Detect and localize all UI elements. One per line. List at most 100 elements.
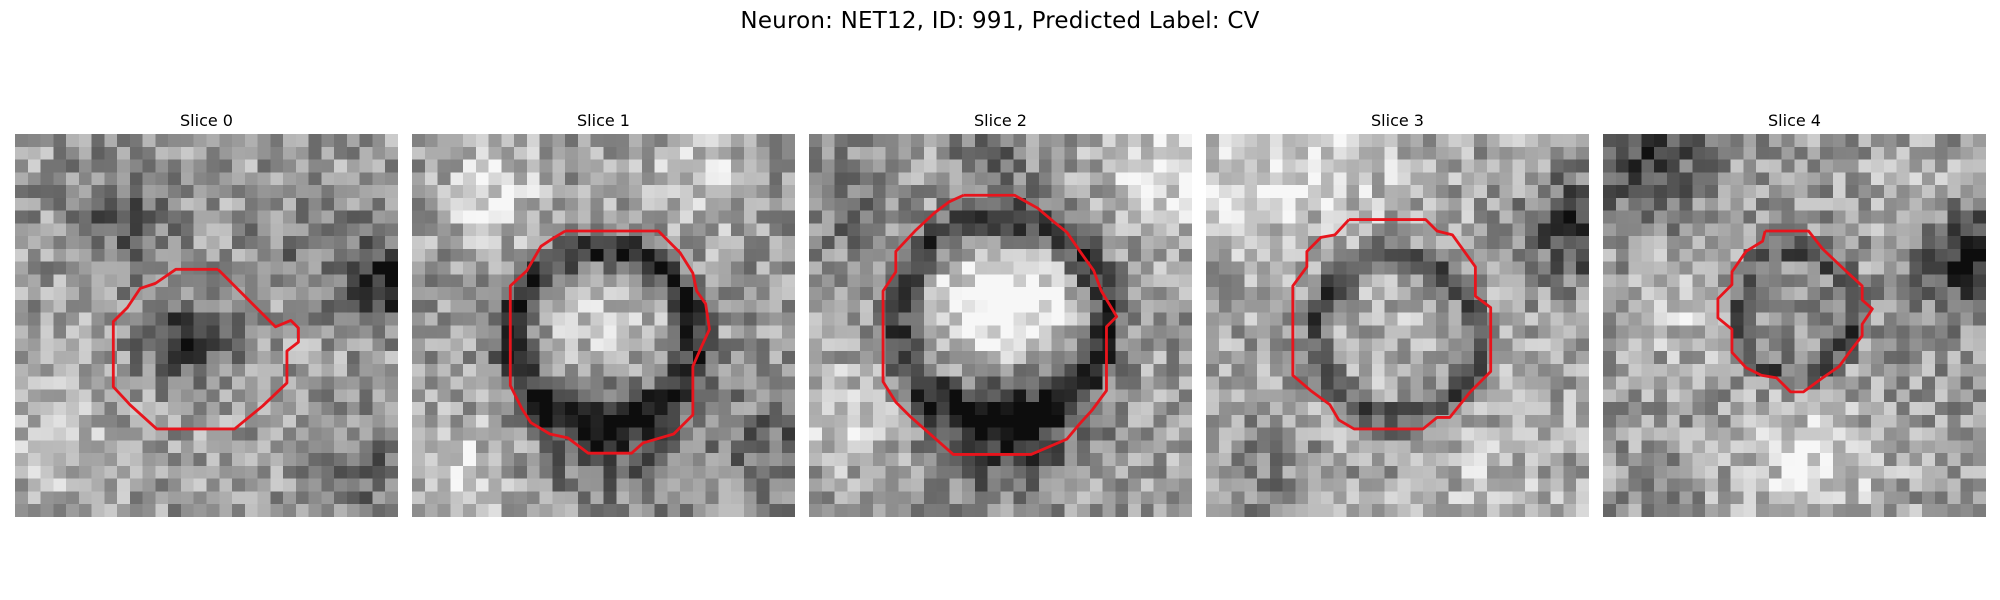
pixel bbox=[1512, 504, 1526, 517]
pixel bbox=[616, 197, 630, 211]
pixel bbox=[860, 363, 874, 377]
pixel bbox=[424, 312, 438, 326]
pixel bbox=[1333, 287, 1347, 301]
pixel bbox=[1807, 478, 1821, 492]
pixel bbox=[206, 197, 220, 211]
pixel bbox=[66, 338, 80, 352]
pixel bbox=[1628, 312, 1642, 326]
pixel bbox=[1435, 248, 1449, 262]
pixel bbox=[1166, 146, 1180, 160]
pixel bbox=[1089, 197, 1103, 211]
pixel bbox=[1537, 287, 1551, 301]
pixel bbox=[244, 325, 258, 339]
pixel bbox=[1102, 134, 1116, 148]
pixel bbox=[91, 134, 105, 148]
pixel bbox=[1576, 402, 1589, 416]
pixel bbox=[860, 414, 874, 428]
pixel bbox=[539, 351, 553, 365]
pixel bbox=[1102, 248, 1116, 262]
pixel bbox=[1641, 504, 1655, 517]
pixel bbox=[1282, 172, 1296, 186]
pixel bbox=[1654, 414, 1668, 428]
pixel bbox=[1397, 274, 1411, 288]
pixel bbox=[232, 389, 246, 403]
pixel bbox=[1947, 185, 1961, 199]
pixel bbox=[40, 248, 54, 262]
pixel bbox=[590, 185, 604, 199]
pixel bbox=[424, 197, 438, 211]
pixel bbox=[1140, 172, 1154, 186]
pixel bbox=[321, 172, 335, 186]
pixel bbox=[911, 440, 925, 454]
pixel bbox=[1960, 172, 1974, 186]
pixel bbox=[346, 159, 360, 173]
pixel bbox=[180, 465, 194, 479]
pixel bbox=[1153, 338, 1167, 352]
pixel bbox=[1947, 427, 1961, 441]
pixel bbox=[1550, 287, 1564, 301]
pixel bbox=[117, 261, 131, 275]
pixel bbox=[1320, 363, 1334, 377]
pixel bbox=[1922, 389, 1936, 403]
pixel bbox=[1743, 402, 1757, 416]
pixel bbox=[1346, 389, 1360, 403]
pixel bbox=[1000, 312, 1014, 326]
pixel bbox=[654, 299, 668, 313]
pixel bbox=[1295, 440, 1309, 454]
pixel bbox=[1666, 185, 1680, 199]
pixel bbox=[475, 287, 489, 301]
pixel bbox=[1320, 414, 1334, 428]
pixel bbox=[1858, 504, 1872, 517]
pixel bbox=[974, 197, 988, 211]
pixel bbox=[1269, 299, 1283, 313]
pixel bbox=[359, 414, 373, 428]
pixel bbox=[923, 172, 937, 186]
pixel bbox=[232, 312, 246, 326]
pixel bbox=[731, 248, 745, 262]
pixel bbox=[860, 504, 874, 517]
pixel bbox=[514, 414, 528, 428]
pixel bbox=[1474, 465, 1488, 479]
pixel bbox=[1051, 504, 1065, 517]
pixel bbox=[1179, 261, 1192, 275]
pixel bbox=[718, 312, 732, 326]
pixel bbox=[629, 402, 643, 416]
pixel bbox=[1474, 427, 1488, 441]
pixel bbox=[450, 491, 464, 505]
pixel bbox=[308, 134, 322, 148]
pixel bbox=[1628, 299, 1642, 313]
pixel bbox=[987, 312, 1001, 326]
pixel bbox=[129, 146, 143, 160]
pixel bbox=[1038, 504, 1052, 517]
pixel bbox=[680, 376, 694, 390]
pixel bbox=[321, 402, 335, 416]
pixel bbox=[232, 146, 246, 160]
pixel bbox=[142, 363, 156, 377]
pixel bbox=[168, 312, 182, 326]
pixel bbox=[104, 159, 118, 173]
pixel bbox=[1641, 363, 1655, 377]
pixel bbox=[270, 338, 284, 352]
pixel bbox=[1359, 376, 1373, 390]
pixel bbox=[270, 287, 284, 301]
pixel bbox=[1820, 146, 1834, 160]
pixel bbox=[1026, 363, 1040, 377]
pixel bbox=[1820, 134, 1834, 148]
pixel bbox=[1960, 236, 1974, 250]
pixel bbox=[501, 402, 515, 416]
pixel bbox=[244, 134, 258, 148]
pixel bbox=[424, 338, 438, 352]
pixel bbox=[270, 491, 284, 505]
pixel bbox=[1692, 134, 1706, 148]
pixel bbox=[321, 274, 335, 288]
pixel bbox=[1166, 159, 1180, 173]
pixel bbox=[78, 299, 92, 313]
pixel bbox=[1756, 299, 1770, 313]
pixel bbox=[1922, 197, 1936, 211]
pixel bbox=[616, 338, 630, 352]
pixel bbox=[180, 440, 194, 454]
pixel bbox=[475, 236, 489, 250]
pixel bbox=[526, 427, 540, 441]
pixel bbox=[1537, 248, 1551, 262]
pixel bbox=[756, 159, 770, 173]
